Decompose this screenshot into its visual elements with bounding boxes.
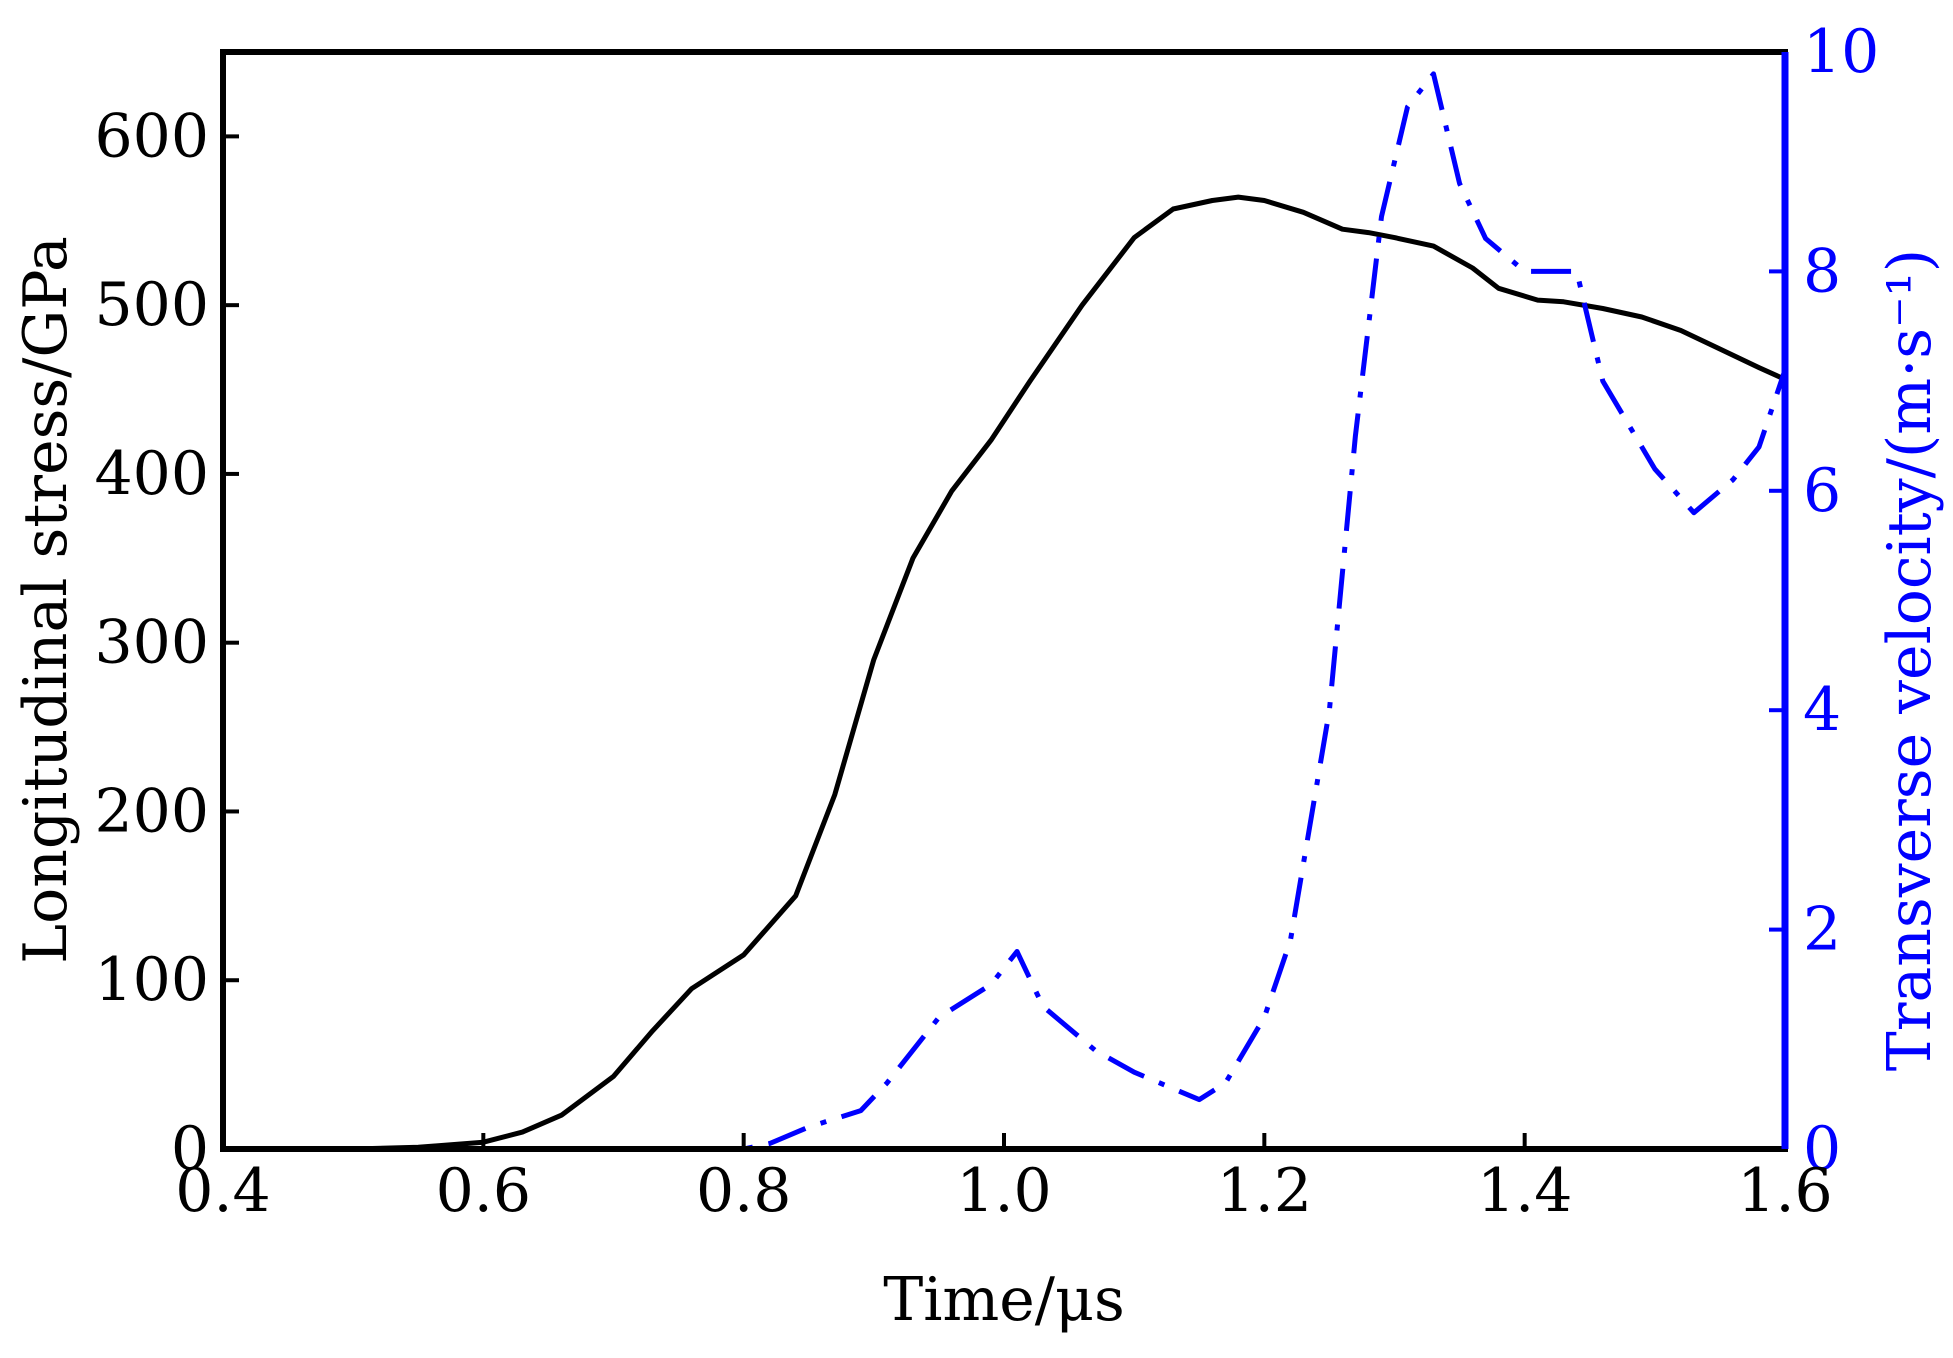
x-tick-label: 1.0 [956,1156,1051,1226]
right-tick-label: 6 [1803,456,1841,526]
x-axis-ticks: 0.4 0.6 0.8 1.0 1.2 1.4 1.6 [175,1133,1833,1226]
left-axis-label: Longitudinal stress/GPa [11,236,81,964]
left-tick-label: 600 [94,101,209,171]
right-tick-label: 2 [1803,895,1841,965]
plot-frame [220,49,1788,1152]
x-tick-label: 1.4 [1477,1156,1572,1226]
x-tick-label: 0.4 [175,1156,270,1226]
left-tick-label: 200 [94,776,209,846]
x-axis-label: Time/μs [883,1265,1125,1335]
series-line-transverse-velocity [223,71,1788,1152]
left-tick-label: 400 [94,439,209,509]
left-tick-label: 0 [171,1114,209,1184]
x-tick-label: 0.8 [696,1156,791,1226]
right-tick-label: 0 [1803,1114,1841,1184]
right-axis-label: Transverse velocity/(m·s⁻¹) [1875,249,1945,1071]
x-tick-label: 1.6 [1737,1156,1832,1226]
right-tick-label: 10 [1803,17,1879,87]
series-line-longitudinal-stress [220,194,1788,1152]
left-axis-ticks: 0 100 200 300 400 500 600 [94,101,239,1184]
left-tick-label: 100 [94,945,209,1015]
x-tick-label: 1.2 [1217,1156,1312,1226]
left-tick-label: 300 [94,608,209,678]
right-tick-label: 8 [1803,236,1841,306]
left-tick-label: 500 [94,270,209,340]
right-axis-ticks: 0 2 4 6 8 10 [1769,17,1879,1184]
right-tick-label: 4 [1803,675,1841,745]
x-tick-label: 0.6 [436,1156,531,1226]
